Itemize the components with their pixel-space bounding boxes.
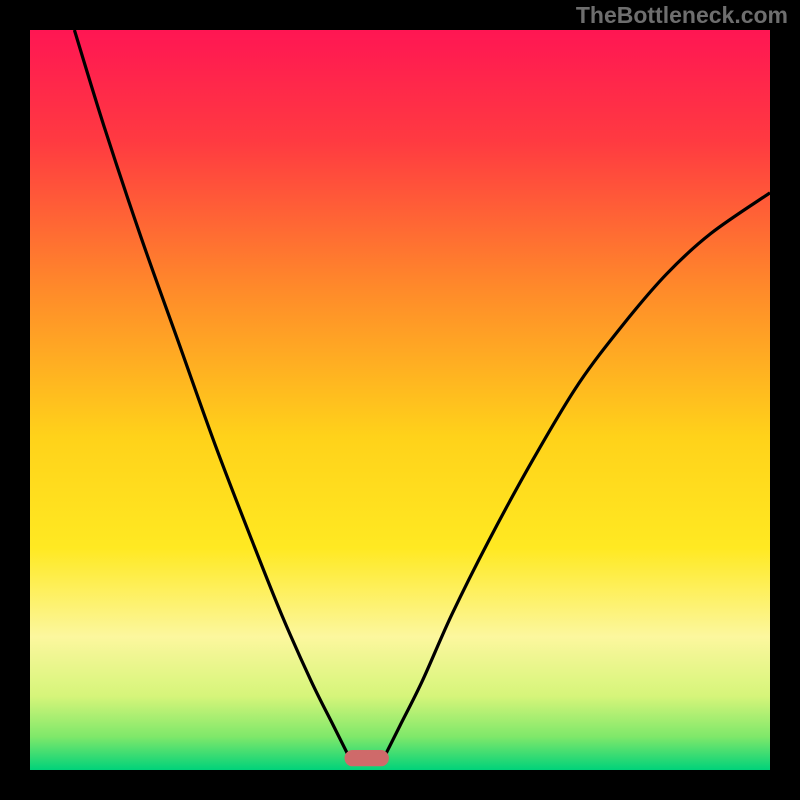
bottleneck-marker — [345, 750, 389, 766]
bottleneck-chart — [0, 0, 800, 800]
plot-gradient — [30, 30, 770, 770]
watermark-text: TheBottleneck.com — [576, 2, 788, 29]
chart-container: TheBottleneck.com — [0, 0, 800, 800]
